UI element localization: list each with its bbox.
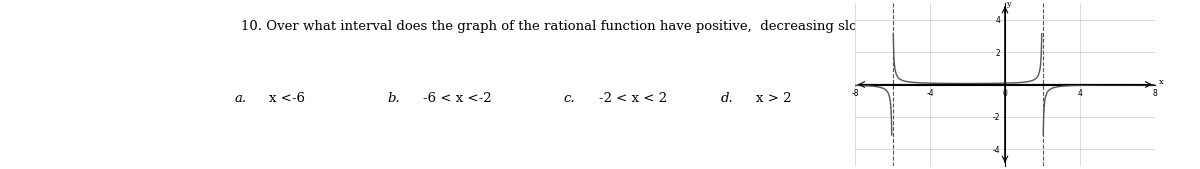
Text: -2 < x < 2: -2 < x < 2 <box>599 92 667 104</box>
Text: c.: c. <box>564 92 576 104</box>
Text: x <-6: x <-6 <box>269 92 305 104</box>
Text: a.: a. <box>234 92 246 104</box>
Text: x: x <box>1159 78 1164 86</box>
Text: 10. Over what interval does the graph of the rational function have positive,  d: 10. Over what interval does the graph of… <box>240 20 880 33</box>
Text: -6 < x <-2: -6 < x <-2 <box>424 92 492 104</box>
Text: b.: b. <box>388 92 401 104</box>
Text: y: y <box>1006 0 1010 8</box>
Text: x > 2: x > 2 <box>756 92 791 104</box>
Text: d.: d. <box>720 92 733 104</box>
